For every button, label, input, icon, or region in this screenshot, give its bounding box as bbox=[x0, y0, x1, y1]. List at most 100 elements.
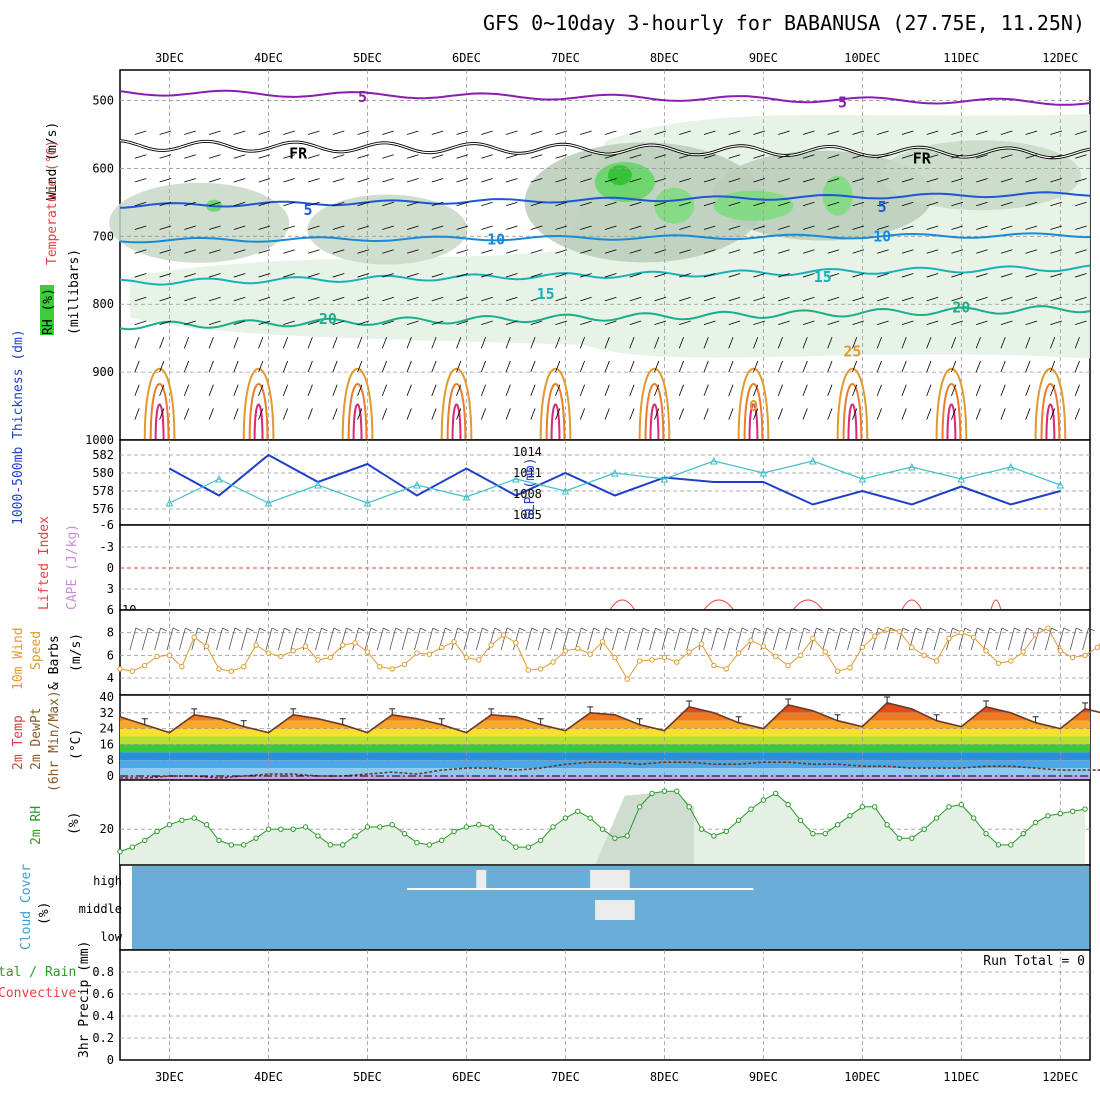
wind10-point bbox=[241, 663, 247, 670]
upper-wind-barb bbox=[778, 320, 790, 325]
upper-wind-barb bbox=[357, 225, 370, 230]
rh2m-point bbox=[1008, 842, 1014, 848]
cloud-level-labels: high middle low bbox=[79, 874, 123, 944]
wind10-point bbox=[142, 662, 148, 669]
upper-wind-barb bbox=[1075, 296, 1087, 302]
upper-wind-barb bbox=[580, 201, 592, 207]
upper-wind-barb bbox=[505, 154, 518, 159]
upper-wind-barb bbox=[431, 384, 437, 397]
upper-wind-barb bbox=[431, 225, 444, 230]
upper-wind-barb bbox=[877, 273, 889, 278]
upper-wind-barb bbox=[1074, 360, 1080, 373]
upper-wind-barb bbox=[307, 408, 313, 420]
wind10-barb bbox=[364, 627, 372, 651]
upper-wind-barb bbox=[382, 320, 394, 325]
upper-wind-barb bbox=[1074, 337, 1080, 349]
upper-wind-barb bbox=[505, 296, 518, 302]
upper-wind-barb bbox=[1075, 225, 1087, 230]
upper-wind-barb bbox=[951, 178, 964, 183]
upper-wind-barb bbox=[629, 201, 642, 207]
upper-wind-barb bbox=[357, 408, 363, 420]
wind10-point bbox=[500, 632, 507, 638]
upper-wind-barb bbox=[382, 296, 394, 302]
isotherm-label: 25 bbox=[843, 343, 861, 361]
upper-wind-barb bbox=[184, 296, 196, 302]
rh2m-point bbox=[166, 822, 173, 828]
upper-wind-barb bbox=[357, 384, 363, 397]
upper-wind-barb bbox=[208, 201, 221, 207]
bottom-day-label-11DEC: 11DEC bbox=[943, 1070, 979, 1084]
upper-wind-barb bbox=[802, 249, 815, 254]
boundary-isotherm bbox=[149, 383, 170, 441]
rh2m-point bbox=[389, 822, 395, 828]
upper-wind-barb bbox=[357, 178, 370, 183]
rh2m-point bbox=[525, 844, 531, 850]
upper-wind-barb bbox=[357, 360, 363, 373]
wind10-point bbox=[797, 652, 804, 659]
upper-wind-barb bbox=[579, 337, 585, 349]
upper-wind-barb bbox=[827, 130, 840, 135]
upper-wind-barb bbox=[134, 384, 140, 397]
upper-wind-barb bbox=[629, 408, 635, 420]
run-total-label: Run Total = 0 bbox=[983, 954, 1085, 969]
upper-wind-barb bbox=[1050, 178, 1062, 183]
upper-wind-barb bbox=[431, 360, 437, 373]
upper-wind-barb bbox=[1025, 178, 1038, 183]
axis-tick-label: 8 bbox=[107, 753, 114, 767]
total-rain-label: tal / Rain bbox=[0, 965, 76, 980]
upper-wind-barb bbox=[678, 408, 684, 420]
wind10-barb bbox=[537, 627, 545, 651]
upper-wind-barb bbox=[926, 337, 932, 349]
wind10-barb-flag bbox=[271, 627, 279, 632]
wind10-point bbox=[401, 661, 408, 668]
upper-wind-barb bbox=[258, 201, 271, 207]
temp-band bbox=[120, 736, 1090, 745]
upper-wind-barb bbox=[728, 130, 741, 135]
upper-wind-barb bbox=[1000, 225, 1013, 230]
rh2m-point bbox=[1032, 819, 1039, 826]
rh2m-point bbox=[414, 839, 420, 846]
rh2m-point bbox=[1082, 806, 1088, 812]
upper-wind-barb bbox=[530, 337, 536, 349]
wind10-barb-flag bbox=[741, 627, 749, 632]
upper-wind-barb bbox=[852, 178, 865, 183]
upper-wind-barb bbox=[159, 337, 165, 349]
cloud-gap-high bbox=[476, 870, 487, 890]
rh2m-point bbox=[636, 804, 643, 810]
upper-wind-barb bbox=[208, 225, 221, 230]
upper-wind-barb bbox=[951, 130, 964, 135]
upper-wind-barb bbox=[382, 225, 394, 230]
upper-wind-barb bbox=[802, 360, 808, 373]
bottom-day-label-5DEC: 5DEC bbox=[353, 1070, 382, 1084]
wind10-barb bbox=[834, 627, 842, 651]
wind10-point bbox=[958, 629, 965, 636]
thickness-slp-frame bbox=[119, 439, 1091, 526]
boundary-isotherm bbox=[545, 383, 566, 441]
upper-wind-barb bbox=[555, 360, 561, 373]
rh2m-point bbox=[290, 826, 296, 832]
upper-wind-barb bbox=[159, 384, 165, 397]
upper-wind-barb bbox=[604, 178, 617, 183]
upper-wind-barb bbox=[505, 225, 518, 230]
upper-wind-barb bbox=[431, 154, 444, 159]
upper-wind-barb bbox=[357, 154, 370, 159]
upper-wind-barb bbox=[406, 249, 419, 254]
upper-wind-barb bbox=[827, 154, 840, 159]
upper-wind-barb bbox=[283, 320, 295, 325]
upper-wind-barb bbox=[926, 225, 939, 230]
rh2m-point bbox=[142, 837, 148, 844]
upper-wind-barb bbox=[208, 384, 214, 397]
wind10-barb-flag bbox=[989, 627, 996, 632]
upper-wind-barb bbox=[951, 296, 964, 302]
upper-wind-barb bbox=[679, 320, 691, 325]
upper-wind-barb bbox=[456, 154, 469, 159]
upper-wind-barb bbox=[852, 225, 865, 230]
boundary-isotherm bbox=[1040, 383, 1061, 441]
wind10-barb-flag bbox=[704, 627, 712, 632]
thickness-axis-label: 1000-500mb Thickness (dm) bbox=[11, 329, 26, 525]
wind10-point bbox=[154, 653, 160, 660]
wind10-point bbox=[810, 635, 816, 642]
temp-line bbox=[119, 702, 1100, 734]
wind10-point bbox=[624, 676, 630, 682]
